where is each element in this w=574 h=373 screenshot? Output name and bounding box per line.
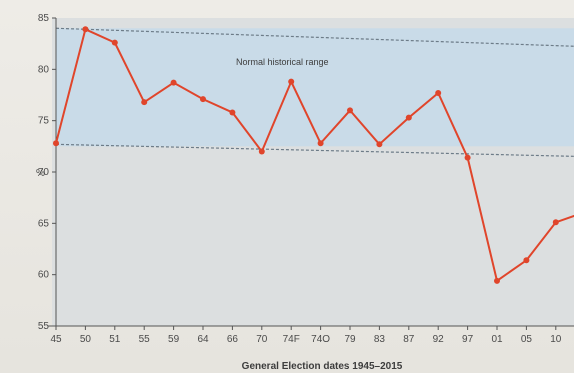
x-tick-label: 66 <box>227 334 239 345</box>
x-tick-label: 10 <box>550 334 562 345</box>
y-tick-label: 55 <box>38 321 50 332</box>
x-tick-label: 87 <box>403 334 415 345</box>
y-axis-label: % <box>36 168 45 179</box>
data-point <box>405 114 412 121</box>
data-point <box>376 141 383 148</box>
range-upper-dashed-line <box>55 27 574 47</box>
y-tick-label: 85 <box>38 13 50 24</box>
y-tick-label: 65 <box>38 218 50 229</box>
data-point <box>435 89 442 96</box>
x-tick-label: 97 <box>462 334 474 345</box>
x-axis: 455051555964667074F74O798387929701051015 <box>48 325 574 345</box>
data-point <box>552 219 559 226</box>
data-point <box>53 140 59 147</box>
x-tick-label: 79 <box>344 334 356 345</box>
x-tick-label: 05 <box>521 334 533 345</box>
y-tick-label: 70 <box>38 167 50 178</box>
y-axis: 55 60 65 70 75 80 85 <box>38 13 57 332</box>
data-points <box>53 26 559 284</box>
x-tick-label: 01 <box>491 334 503 345</box>
x-tick-label: 74O <box>311 334 330 345</box>
data-point <box>111 39 118 46</box>
y-tick-label: 80 <box>38 64 50 75</box>
data-point <box>523 257 530 264</box>
data-point <box>464 154 471 161</box>
x-tick-label: 59 <box>168 334 180 345</box>
x-tick-label: 51 <box>109 334 121 345</box>
y-tick-label: 75 <box>38 116 50 127</box>
x-tick-label: 45 <box>50 334 62 345</box>
y-tick-label: 60 <box>38 270 50 281</box>
data-point <box>258 148 265 155</box>
data-point <box>494 277 500 284</box>
data-point <box>141 99 148 106</box>
x-tick-label: 92 <box>433 334 445 345</box>
x-tick-label: 55 <box>139 334 151 345</box>
data-point <box>229 109 236 116</box>
x-tick-label: 74F <box>283 334 300 345</box>
data-point <box>170 79 177 86</box>
x-tick-label: 50 <box>80 334 92 345</box>
data-point <box>200 96 206 103</box>
data-point <box>347 107 353 114</box>
range-lower-dashed-line <box>55 143 574 157</box>
data-point <box>317 140 324 147</box>
x-axis-title: General Election dates 1945–2015 <box>242 361 403 372</box>
x-tick-label: 70 <box>256 334 268 345</box>
x-tick-label: 64 <box>197 334 209 345</box>
data-point <box>288 78 295 85</box>
normal-range-band <box>56 28 574 147</box>
annotation-label: Normal historical range <box>236 57 329 67</box>
x-tick-label: 83 <box>374 334 386 345</box>
data-point <box>82 26 89 33</box>
